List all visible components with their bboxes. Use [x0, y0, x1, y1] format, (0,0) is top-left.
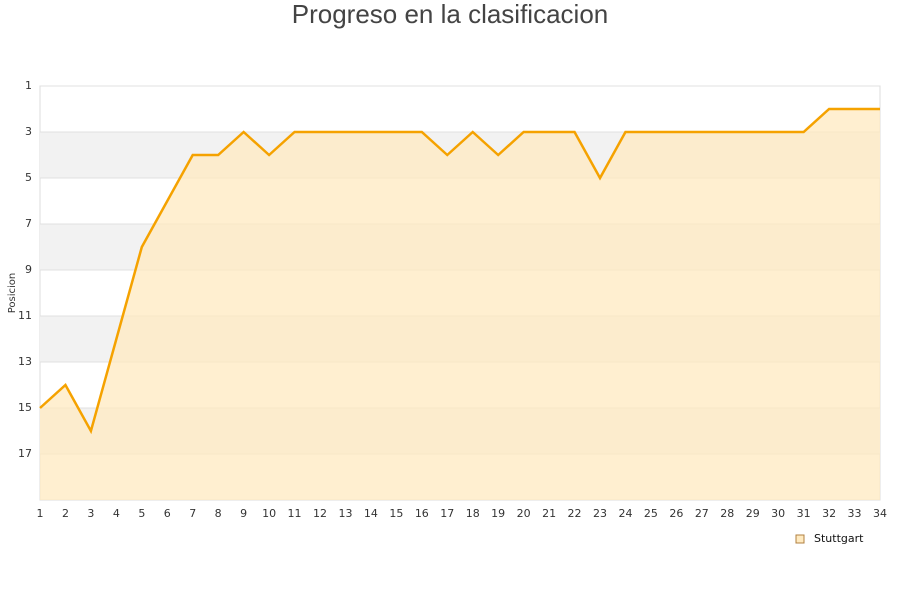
y-tick-label: 7: [25, 217, 32, 230]
x-tick-label: 10: [262, 507, 276, 520]
x-tick-label: 33: [848, 507, 862, 520]
area: [40, 109, 880, 500]
x-tick-label: 2: [62, 507, 69, 520]
y-axis-label: Posicion: [7, 273, 18, 314]
x-tick-label: 4: [113, 507, 120, 520]
x-tick-label: 26: [669, 507, 683, 520]
x-tick-label: 9: [240, 507, 247, 520]
y-tick-label: 13: [18, 355, 32, 368]
x-tick-label: 3: [87, 507, 94, 520]
x-tick-label: 20: [517, 507, 531, 520]
x-tick-label: 19: [491, 507, 505, 520]
legend-label: Stuttgart: [814, 532, 864, 545]
x-tick-label: 25: [644, 507, 658, 520]
y-tick-label: 3: [25, 125, 32, 138]
x-tick-label: 14: [364, 507, 378, 520]
x-tick-label: 24: [618, 507, 632, 520]
x-tick-label: 30: [771, 507, 785, 520]
x-tick-label: 23: [593, 507, 607, 520]
x-tick-label: 31: [797, 507, 811, 520]
x-tick-label: 6: [164, 507, 171, 520]
x-tick-label: 8: [215, 507, 222, 520]
x-tick-label: 1: [37, 507, 44, 520]
x-tick-label: 5: [138, 507, 145, 520]
x-tick-label: 27: [695, 507, 709, 520]
legend-swatch: [795, 534, 805, 544]
x-tick-label: 34: [873, 507, 887, 520]
y-tick-label: 1: [25, 79, 32, 92]
x-tick-label: 22: [568, 507, 582, 520]
x-tick-label: 17: [440, 507, 454, 520]
x-tick-label: 16: [415, 507, 429, 520]
x-tick-label: 11: [288, 507, 302, 520]
x-tick-label: 15: [389, 507, 403, 520]
x-tick-label: 32: [822, 507, 836, 520]
x-tick-label: 12: [313, 507, 327, 520]
y-tick-label: 5: [25, 171, 32, 184]
x-tick-label: 28: [720, 507, 734, 520]
x-tick-label: 21: [542, 507, 556, 520]
y-tick-label: 17: [18, 447, 32, 460]
x-tick-label: 7: [189, 507, 196, 520]
y-tick-label: 9: [25, 263, 32, 276]
line: [39, 107, 880, 435]
x-tick-label: 18: [466, 507, 480, 520]
y-tick-label: 15: [18, 401, 32, 414]
x-tick-label: 29: [746, 507, 760, 520]
chart-title: Progreso en la clasificacion: [292, 0, 609, 29]
y-tick-label: 11: [18, 309, 32, 322]
x-tick-label: 13: [338, 507, 352, 520]
